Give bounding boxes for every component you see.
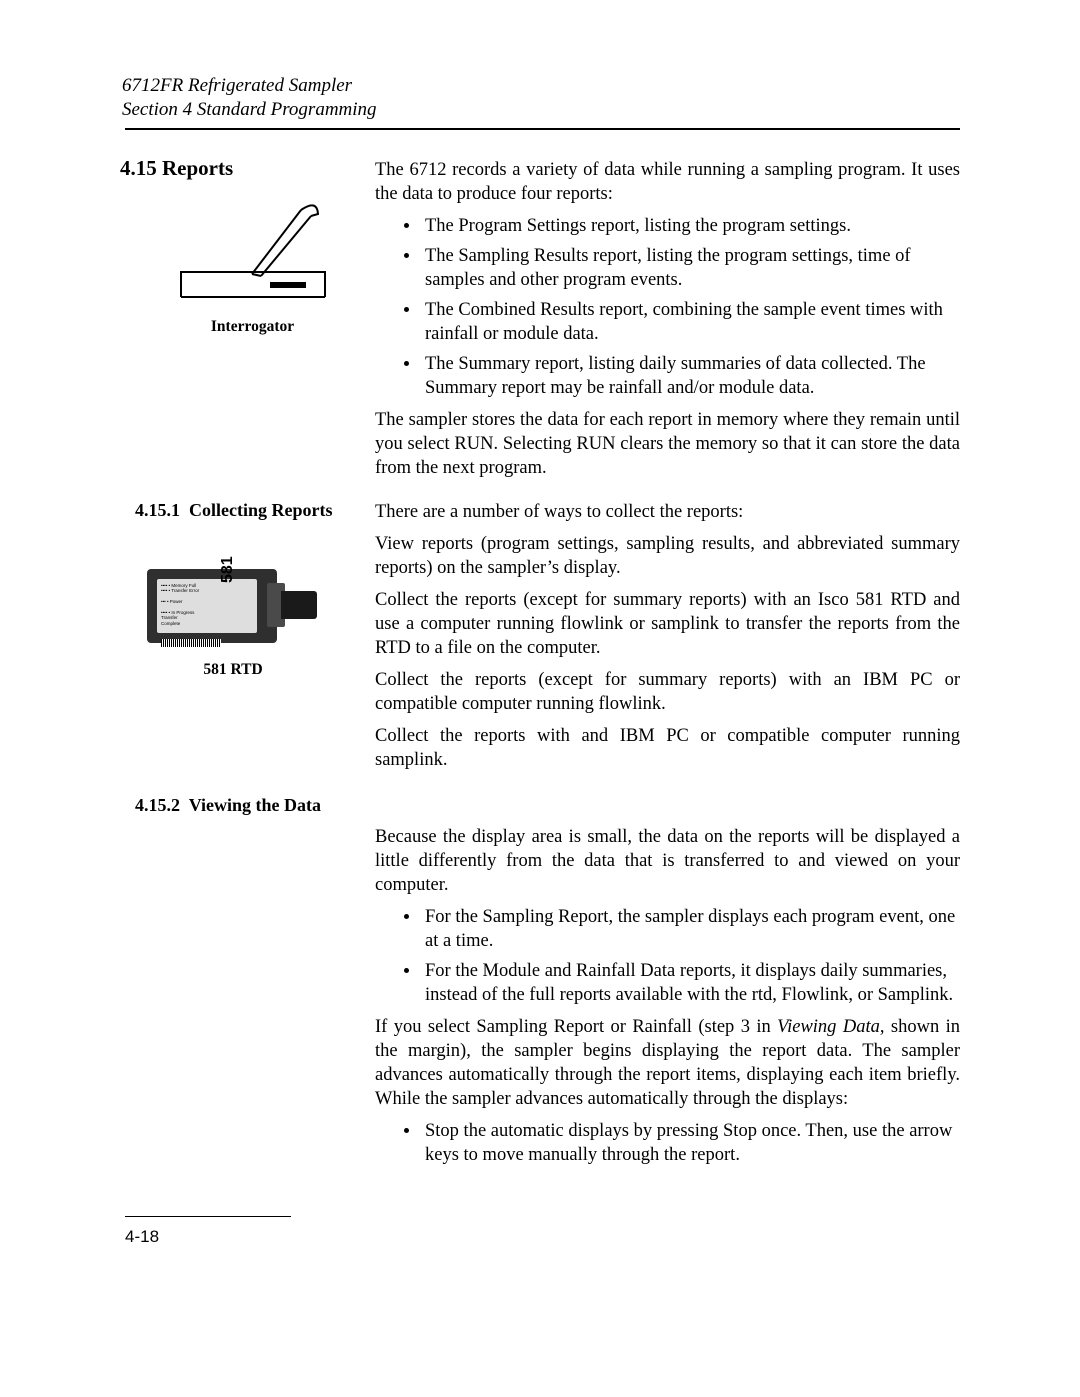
header-line2: Section 4 Standard Programming [122,98,960,122]
section-heading: Viewing the Data [189,795,321,815]
p-4151-4: Collect the reports (except for summary … [375,668,960,716]
section-title-4-15-1: 4.15.1 Collecting Reports [135,500,375,521]
p-4151-2: View reports (program settings, sampling… [375,532,960,580]
p-4151-1: There are a number of ways to collect th… [375,500,960,524]
list-item: The Combined Results report, combining t… [421,298,960,346]
running-head: 6712FR Refrigerated Sampler Section 4 St… [122,74,960,122]
p-4151-3: Collect the reports (except for summary … [375,588,960,660]
p-4151-5: Collect the reports with and IBM PC or c… [375,724,960,772]
section-4-15-1: 4.15.1 Collecting Reports •••• • Memory … [125,500,960,780]
list-item: For the Sampling Report, the sampler dis… [421,905,960,953]
section-4-15: 4.15 Reports Interrogator The 6712 recor… [125,130,960,489]
section-heading: Collecting Reports [189,500,332,520]
reports-list: The Program Settings report, listing the… [375,214,960,400]
list-item: For the Module and Rainfall Data reports… [421,959,960,1007]
section-4-15-2: 4.15.2 Viewing the Data Because the disp… [125,795,960,1176]
list-item: The Sampling Results report, listing the… [421,244,960,292]
section-number: 4.15.1 [135,500,180,520]
list-item: The Summary report, listing daily summar… [421,352,960,400]
rtd-figure: •••• • Memory Full•••• • Transfer Error•… [147,561,317,651]
display-list: For the Sampling Report, the sampler dis… [375,905,960,1007]
list-item: The Program Settings report, listing the… [421,214,960,238]
section-title-4-15: 4.15 Reports [120,156,375,181]
list-item: Stop the automatic displays by pressing … [421,1119,960,1167]
p-4152-1: Because the display area is small, the d… [375,825,960,897]
section-title-4-15-2: 4.15.2 Viewing the Data [135,795,375,816]
interrogator-figure: Interrogator [175,199,375,336]
stop-list: Stop the automatic displays by pressing … [375,1119,960,1167]
closing-paragraph: The sampler stores the data for each rep… [375,408,960,480]
page-number: 4-18 [125,1227,159,1247]
interrogator-caption: Interrogator [175,318,330,336]
section-number: 4.15 [120,156,157,180]
header-line1: 6712FR Refrigerated Sampler [122,74,960,98]
intro-paragraph: The 6712 records a variety of data while… [375,158,960,206]
section-heading: Reports [162,156,233,180]
footer-rule [125,1216,291,1217]
section-number: 4.15.2 [135,795,180,815]
page: 6712FR Refrigerated Sampler Section 4 St… [0,0,1080,1397]
rtd-caption: 581 RTD [133,661,333,679]
interrogator-icon [175,199,330,309]
p-4152-2: If you select Sampling Report or Rainfal… [375,1015,960,1111]
